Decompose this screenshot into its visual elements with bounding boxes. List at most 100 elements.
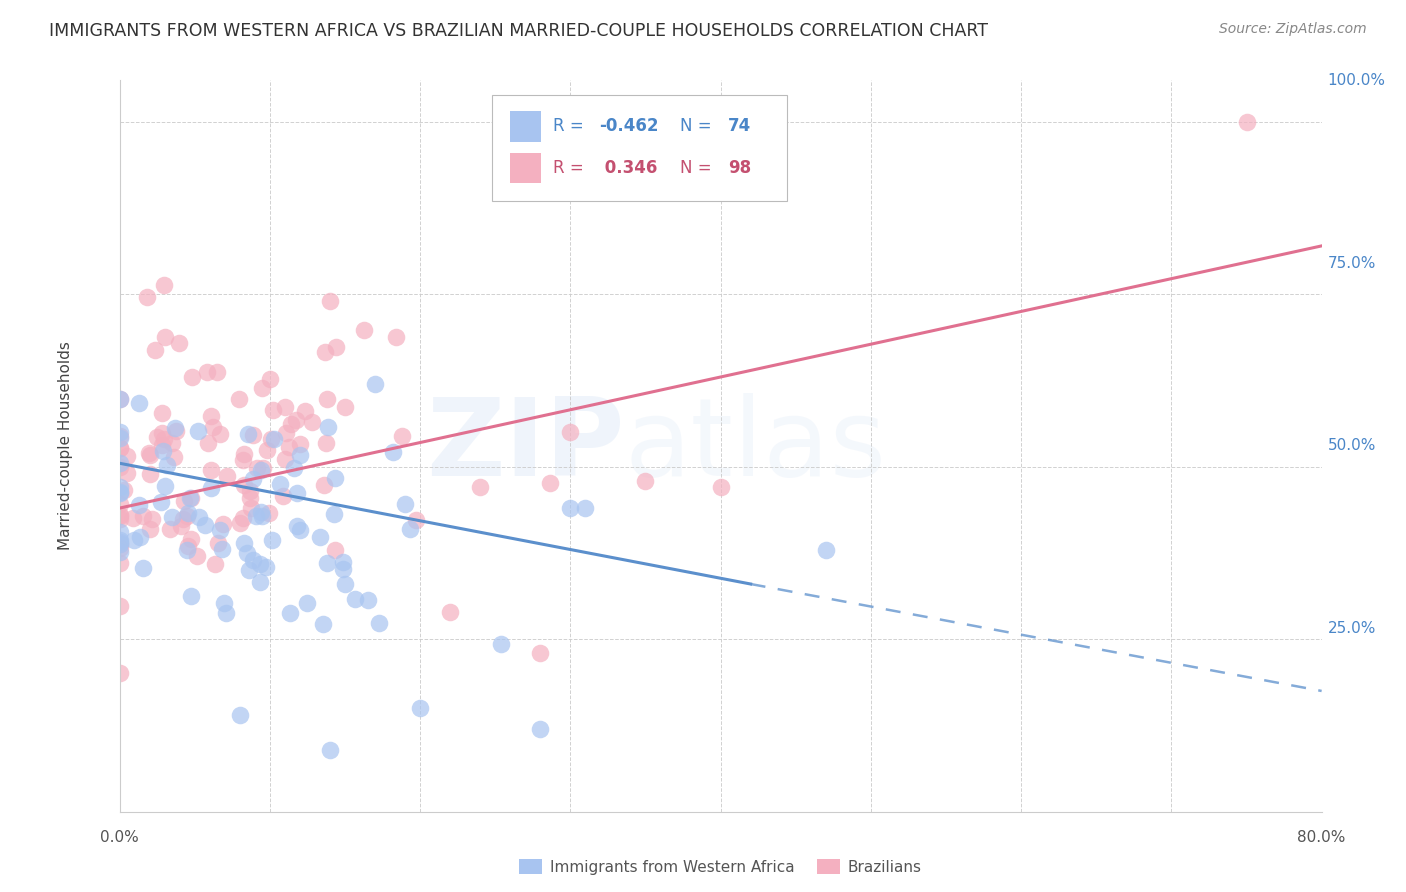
Text: 74: 74 [728, 118, 751, 136]
Point [180, 491, 202, 506]
Point [283, 461, 305, 475]
Point [108, 534, 131, 549]
Point [176, 508, 198, 523]
Point [314, 478, 336, 492]
Text: 98: 98 [728, 159, 751, 177]
Point [409, 701, 432, 715]
Point [197, 436, 219, 450]
Point [249, 574, 271, 589]
Point [246, 461, 269, 475]
Text: Married-couple Households: Married-couple Households [58, 342, 73, 550]
Point [233, 536, 256, 550]
FancyBboxPatch shape [492, 95, 787, 201]
Point [285, 485, 308, 500]
Text: 0.346: 0.346 [599, 159, 658, 177]
Point [312, 617, 335, 632]
Point [260, 432, 283, 446]
Point [152, 278, 174, 293]
Point [186, 549, 208, 563]
Point [301, 415, 323, 429]
Point [108, 485, 131, 500]
Point [382, 444, 405, 458]
Point [153, 433, 176, 447]
Point [108, 545, 131, 559]
Point [538, 475, 561, 490]
Text: 25.0%: 25.0% [1327, 622, 1376, 636]
Point [179, 491, 201, 506]
Point [163, 421, 186, 435]
Point [181, 370, 204, 384]
Point [314, 345, 336, 359]
Point [160, 510, 183, 524]
Point [634, 474, 657, 488]
Point [405, 513, 427, 527]
Point [159, 522, 181, 536]
FancyBboxPatch shape [510, 111, 541, 142]
Point [150, 406, 173, 420]
Point [108, 599, 131, 614]
Point [315, 556, 337, 570]
Point [468, 480, 492, 494]
Point [108, 392, 131, 406]
Point [201, 420, 224, 434]
Text: ZIP: ZIP [426, 393, 624, 499]
Point [236, 546, 259, 560]
Point [240, 501, 263, 516]
Point [319, 294, 342, 309]
Point [172, 512, 194, 526]
Point [177, 507, 200, 521]
Point [232, 477, 254, 491]
Point [271, 489, 294, 503]
Point [285, 519, 308, 533]
Point [211, 541, 233, 556]
Text: R =: R = [554, 159, 589, 177]
Point [294, 403, 316, 417]
Point [256, 442, 278, 457]
Point [108, 480, 131, 494]
Point [353, 323, 375, 337]
Point [108, 486, 131, 500]
Point [108, 441, 131, 455]
Point [489, 637, 512, 651]
Point [391, 429, 413, 443]
Point [146, 430, 169, 444]
Point [180, 590, 202, 604]
Point [232, 453, 254, 467]
Point [108, 556, 131, 570]
Point [108, 665, 131, 680]
Text: atlas: atlas [624, 393, 886, 499]
Text: 0.0%: 0.0% [100, 830, 139, 845]
Point [152, 444, 174, 458]
Point [242, 552, 264, 566]
Point [212, 596, 235, 610]
Point [295, 596, 318, 610]
Point [1236, 114, 1258, 128]
Point [229, 516, 252, 530]
Text: IMMIGRANTS FROM WESTERN AFRICA VS BRAZILIAN MARRIED-COUPLE HOUSEHOLDS CORRELATIO: IMMIGRANTS FROM WESTERN AFRICA VS BRAZIL… [49, 22, 988, 40]
Point [252, 509, 274, 524]
Point [560, 501, 582, 516]
Point [228, 708, 252, 723]
Point [108, 431, 131, 445]
Point [529, 646, 551, 660]
Point [325, 340, 347, 354]
Point [263, 432, 285, 446]
Point [249, 505, 271, 519]
Text: 80.0%: 80.0% [1298, 830, 1346, 845]
Point [208, 524, 231, 538]
Text: R =: R = [554, 118, 589, 136]
Point [332, 562, 354, 576]
Point [325, 471, 347, 485]
Text: 75.0%: 75.0% [1327, 256, 1376, 270]
Point [122, 533, 145, 548]
Point [215, 469, 238, 483]
Point [132, 561, 155, 575]
Point [115, 467, 138, 481]
Point [200, 463, 222, 477]
Point [274, 400, 297, 414]
Point [280, 417, 302, 431]
Point [180, 533, 202, 547]
Point [242, 472, 264, 486]
Point [333, 401, 356, 415]
Point [239, 484, 262, 499]
